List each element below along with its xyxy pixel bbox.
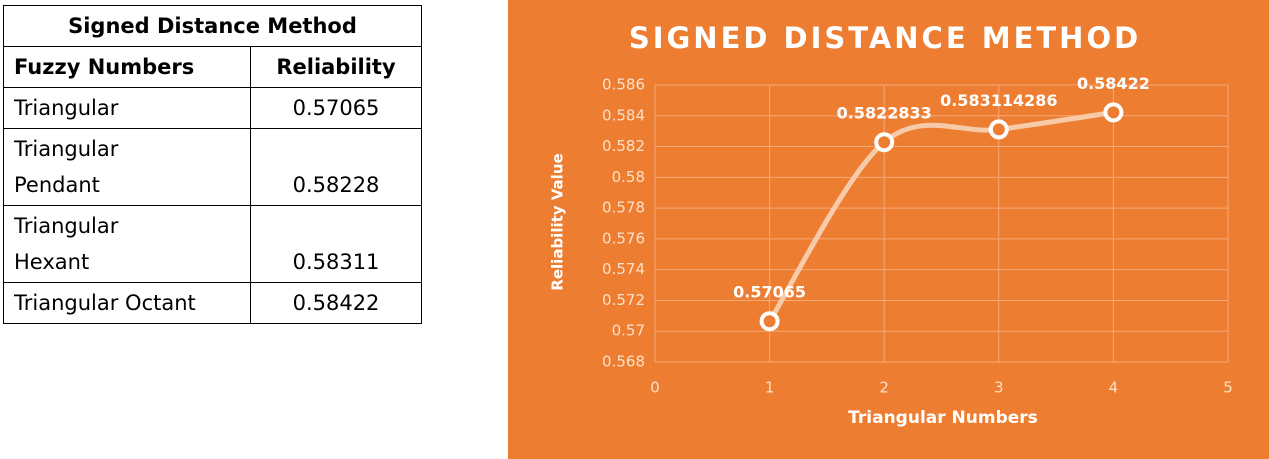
y-tick-label: 0.58	[612, 168, 645, 186]
table-cell: 0.58422	[250, 282, 422, 324]
table-cell: Triangular	[3, 87, 251, 129]
table-cell: Triangular Pendant	[3, 128, 251, 206]
x-tick-label: 3	[994, 379, 1004, 397]
data-label: 0.583114286	[940, 91, 1057, 110]
data-label: 0.5822833	[837, 104, 932, 123]
x-tick-label: 5	[1223, 379, 1233, 397]
reliability-table: Signed Distance Method Fuzzy Numbers Reli…	[3, 5, 422, 324]
y-tick-label: 0.586	[602, 76, 645, 94]
y-tick-label: 0.574	[602, 260, 645, 278]
x-tick-label: 1	[765, 379, 775, 397]
table-cell: 0.57065	[250, 87, 422, 129]
y-tick-label: 0.584	[602, 106, 645, 124]
x-tick-label: 2	[879, 379, 889, 397]
x-axis-label: Triangular Numbers	[848, 408, 1038, 428]
chart-title: SIGNED DISTANCE METHOD	[629, 21, 1141, 55]
y-tick-label: 0.57	[612, 322, 645, 340]
y-tick-label: 0.578	[602, 199, 645, 217]
table-cell: 0.58311	[250, 205, 422, 283]
table-cell: Triangular Hexant	[3, 205, 251, 283]
data-label: 0.57065	[733, 283, 806, 302]
data-label: 0.58422	[1077, 74, 1150, 93]
table-header: Fuzzy Numbers	[3, 46, 251, 88]
point	[1103, 102, 1124, 123]
y-tick-label: 0.572	[602, 291, 645, 309]
table-cell: 0.58228	[250, 128, 422, 206]
point	[874, 132, 895, 153]
x-tick-label: 4	[1109, 379, 1119, 397]
table-title: Signed Distance Method	[3, 5, 422, 47]
point	[759, 311, 780, 332]
line	[767, 109, 1116, 324]
y-tick-label: 0.568	[602, 353, 645, 371]
table-header: Reliability	[250, 46, 422, 88]
table-cell: Triangular Octant	[3, 282, 251, 324]
y-tick-label: 0.576	[602, 229, 645, 247]
point	[988, 119, 1009, 140]
y-tick-label: 0.582	[602, 137, 645, 155]
chart: SIGNED DISTANCE METHOD Triangular Number…	[508, 0, 1269, 459]
chart-background	[508, 0, 1269, 459]
x-tick-label: 0	[650, 379, 660, 397]
y-axis-label: Reliability Value	[549, 153, 567, 290]
